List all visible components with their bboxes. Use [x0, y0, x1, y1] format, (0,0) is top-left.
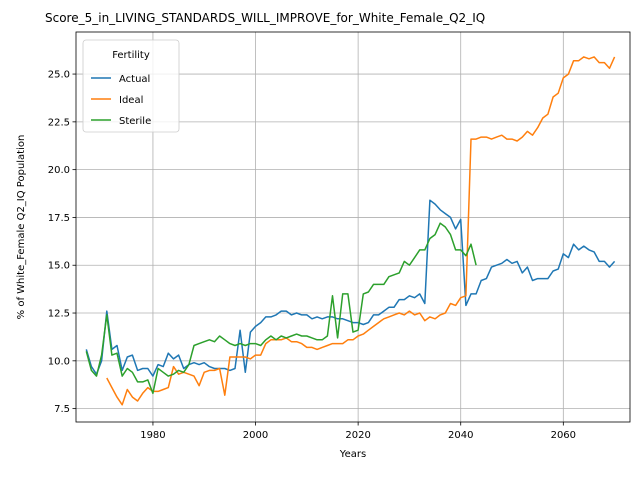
x-tick-label: 2040 — [448, 430, 473, 441]
y-tick-label: 25.0 — [48, 70, 70, 81]
legend-box — [82, 39, 180, 133]
legend: Fertility Actual Ideal Sterile — [82, 39, 180, 133]
legend-label-ideal: Ideal — [119, 95, 143, 106]
x-axis-label: Years — [339, 449, 366, 460]
x-tick-label: 1980 — [140, 430, 165, 441]
y-tick-label: 15.0 — [48, 261, 70, 272]
y-axis-label: % of White_Female Q2_IQ Population — [16, 135, 27, 320]
series-line-ideal — [106, 56, 616, 406]
x-tick-label: 2020 — [345, 430, 370, 441]
legend-label-sterile: Sterile — [119, 116, 151, 127]
plot-frame — [75, 31, 631, 423]
legend-title: Fertility — [112, 50, 150, 61]
series-lines — [85, 56, 616, 406]
grid — [76, 32, 630, 422]
series-line-sterile — [85, 222, 477, 395]
x-tick-label: 2000 — [243, 430, 268, 441]
y-tick-label: 12.5 — [48, 309, 70, 320]
chart-title: Score_5_in_LIVING_STANDARDS_WILL_IMPROVE… — [45, 11, 485, 25]
legend-label-actual: Actual — [119, 74, 150, 85]
x-tick-label: 2060 — [551, 430, 576, 441]
y-axis-ticks: 7.5 10.0 12.5 15.0 17.5 20.0 22.5 25.0 — [48, 70, 76, 415]
x-axis-ticks: 1980 2000 2020 2040 2060 — [140, 422, 576, 441]
series-line-actual — [85, 199, 616, 377]
y-tick-label: 7.5 — [54, 404, 70, 415]
y-tick-label: 22.5 — [48, 117, 70, 128]
y-tick-label: 17.5 — [48, 213, 70, 224]
y-tick-label: 20.0 — [48, 165, 70, 176]
y-tick-label: 10.0 — [48, 356, 70, 367]
